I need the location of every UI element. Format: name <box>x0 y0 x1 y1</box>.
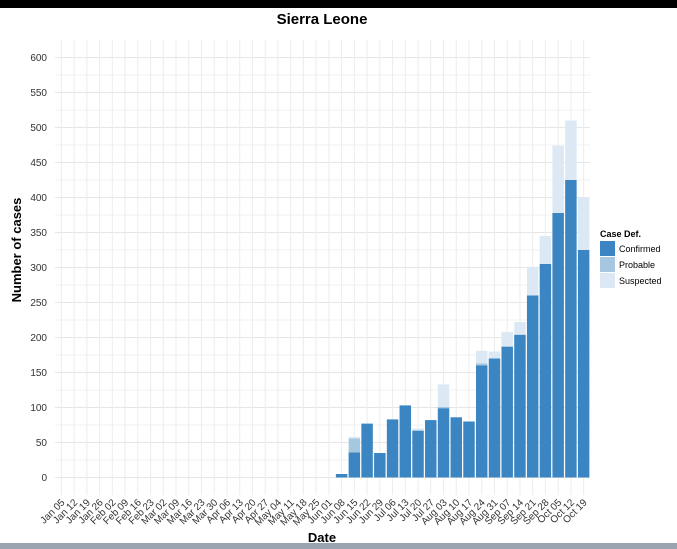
bar-suspected <box>577 197 590 250</box>
bar-confirmed <box>437 408 450 478</box>
bar-confirmed <box>425 420 437 478</box>
bar-suspected <box>488 351 501 359</box>
bar-confirmed <box>577 250 590 478</box>
y-tick-label: 400 <box>30 193 47 204</box>
bar-confirmed <box>374 453 386 478</box>
y-axis-title: Number of cases <box>9 198 24 303</box>
bar-confirmed <box>526 295 539 478</box>
bar-suspected <box>514 322 526 335</box>
bar-confirmed <box>348 452 361 478</box>
bar-confirmed <box>565 180 577 478</box>
top-window-edge <box>0 0 677 8</box>
bottom-window-edge <box>0 543 677 549</box>
y-tick-label: 550 <box>30 88 47 99</box>
bar-confirmed <box>399 405 412 478</box>
y-tick-label: 350 <box>30 228 47 239</box>
y-tick-label: 450 <box>30 158 47 169</box>
bars <box>335 120 590 478</box>
legend-label-confirmed: Confirmed <box>619 244 661 254</box>
bar-confirmed <box>539 264 552 478</box>
legend-swatch-probable <box>600 257 615 272</box>
chart-title: Sierra Leone <box>277 11 368 28</box>
bar-confirmed <box>335 474 348 478</box>
bar-confirmed <box>361 423 373 478</box>
bar-confirmed <box>463 421 475 478</box>
legend-label-probable: Probable <box>619 260 655 270</box>
legend-label-suspected: Suspected <box>619 276 662 286</box>
bar-confirmed <box>514 334 526 478</box>
bar-confirmed <box>475 365 488 478</box>
bar-probable <box>475 363 488 366</box>
y-tick-label: 50 <box>36 438 48 449</box>
y-tick-label: 300 <box>30 263 47 274</box>
legend-title: Case Def. <box>600 229 641 239</box>
y-tick-label: 600 <box>30 53 47 64</box>
bar-suspected <box>526 266 539 296</box>
bar-confirmed <box>488 358 501 478</box>
y-tick-label: 0 <box>41 473 47 484</box>
y-tick-label: 250 <box>30 298 47 309</box>
bar-suspected <box>348 436 361 439</box>
legend-swatch-confirmed <box>600 241 615 256</box>
bar-suspected <box>475 350 488 364</box>
y-tick-label: 100 <box>30 403 47 414</box>
bar-suspected <box>437 384 450 407</box>
bar-suspected <box>552 145 564 213</box>
bar-confirmed <box>450 417 462 478</box>
bar-suspected <box>501 331 513 347</box>
bar-suspected <box>412 428 424 431</box>
y-tick-label: 150 <box>30 368 47 379</box>
y-tick-label: 500 <box>30 123 47 134</box>
y-tick-labels: 0 50 100 150 200 250 300 350 400 450 500 550 600 <box>30 53 47 484</box>
legend-swatch-suspected <box>600 273 615 288</box>
bar-suspected <box>565 120 577 180</box>
bar-confirmed <box>386 419 399 478</box>
bar-confirmed <box>552 212 564 478</box>
bar-suspected <box>539 236 552 264</box>
y-tick-label: 200 <box>30 333 47 344</box>
x-axis-title: Date <box>308 530 336 545</box>
legend: Case Def. Confirmed Probable Suspected <box>600 229 662 288</box>
bar-confirmed <box>501 346 513 478</box>
bar-probable <box>348 438 361 453</box>
bar-probable <box>437 406 450 409</box>
bar-confirmed <box>412 430 424 478</box>
